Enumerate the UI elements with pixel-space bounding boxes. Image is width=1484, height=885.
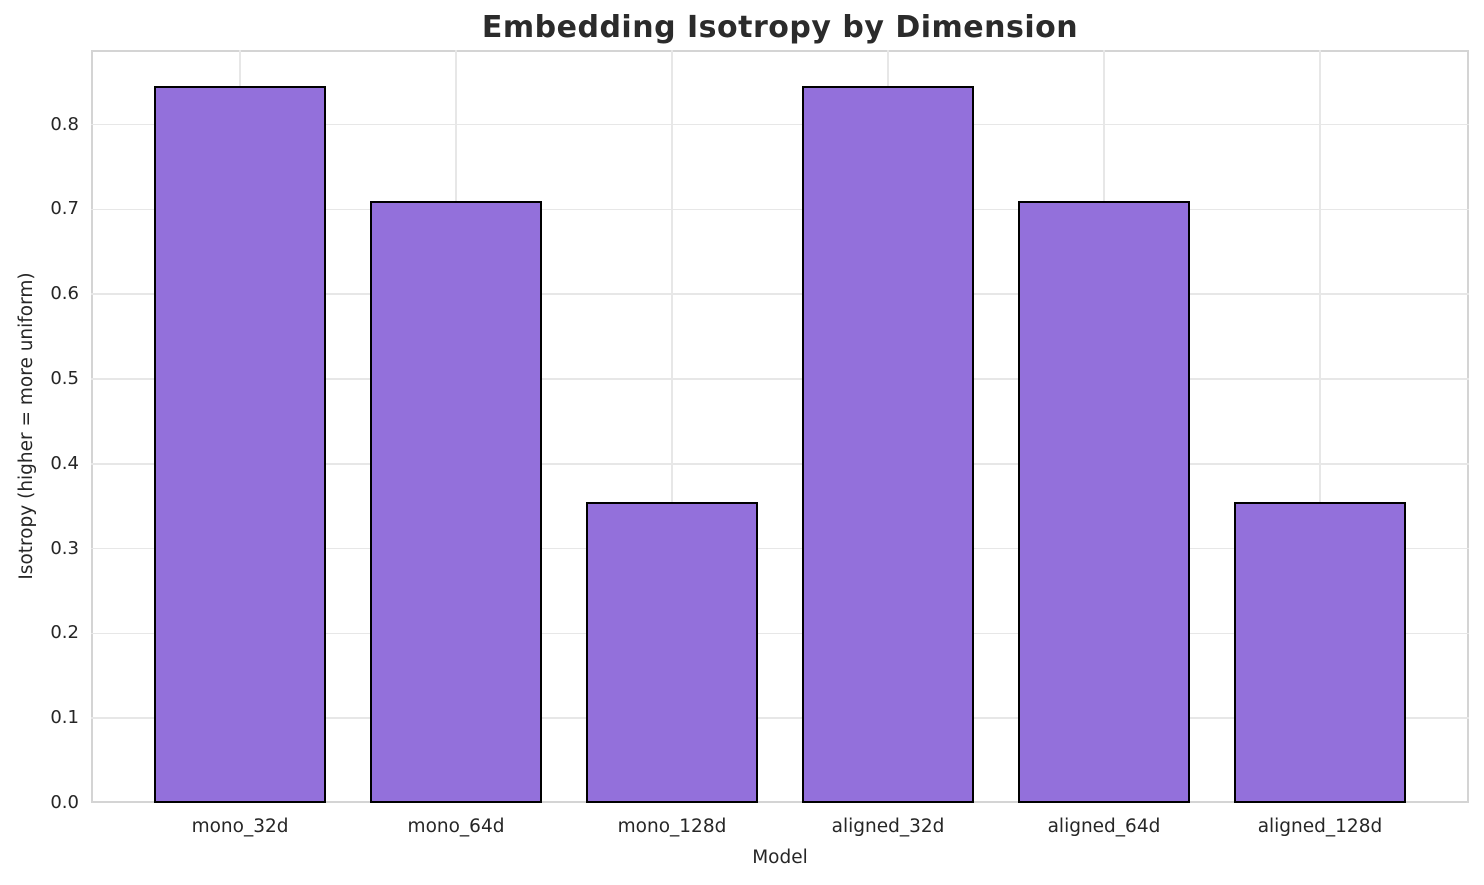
gridline-horizontal (91, 547, 1469, 550)
y-axis-label-text: Isotropy (higher = more uniform) (16, 272, 37, 580)
x-axis-label: Model (752, 847, 808, 868)
gridline-horizontal (91, 632, 1469, 635)
gridline-horizontal (91, 208, 1469, 211)
bar-aligned_128d (1233, 501, 1407, 803)
bar-mono_32d (153, 86, 327, 803)
x-tick-label: mono_64d (407, 816, 505, 837)
gridline-horizontal (91, 717, 1469, 719)
chart-title: Embedding Isotropy by Dimension (481, 10, 1079, 45)
y-tick-label: 0.6 (50, 283, 79, 305)
x-tick-label: aligned_128d (1257, 816, 1383, 837)
y-tick-label: 0.1 (50, 707, 79, 729)
gridline-horizontal (91, 463, 1469, 465)
bar-mono_64d (369, 200, 543, 803)
bar-mono_128d (585, 501, 759, 803)
y-tick-label: 0.8 (50, 113, 79, 135)
gridline-horizontal (91, 378, 1469, 380)
gridline-vertical (1319, 50, 1321, 803)
y-tick-label: 0.7 (50, 198, 79, 220)
gridline-vertical (671, 50, 673, 803)
bar-aligned_32d (801, 86, 975, 803)
x-tick-label: mono_128d (617, 816, 727, 837)
y-tick-label: 0.2 (50, 622, 79, 644)
gridline-horizontal (91, 293, 1469, 295)
bar-aligned_64d (1017, 200, 1191, 803)
y-tick-label: 0.0 (50, 792, 79, 813)
y-tick-label: 0.3 (50, 537, 79, 559)
x-tick-label: mono_32d (191, 816, 289, 837)
x-tick-label: aligned_64d (1047, 816, 1161, 837)
y-tick-label: 0.5 (50, 368, 79, 389)
x-tick-label: aligned_32d (831, 816, 945, 837)
gridline-horizontal (91, 123, 1469, 126)
y-tick-label: 0.4 (50, 452, 79, 474)
